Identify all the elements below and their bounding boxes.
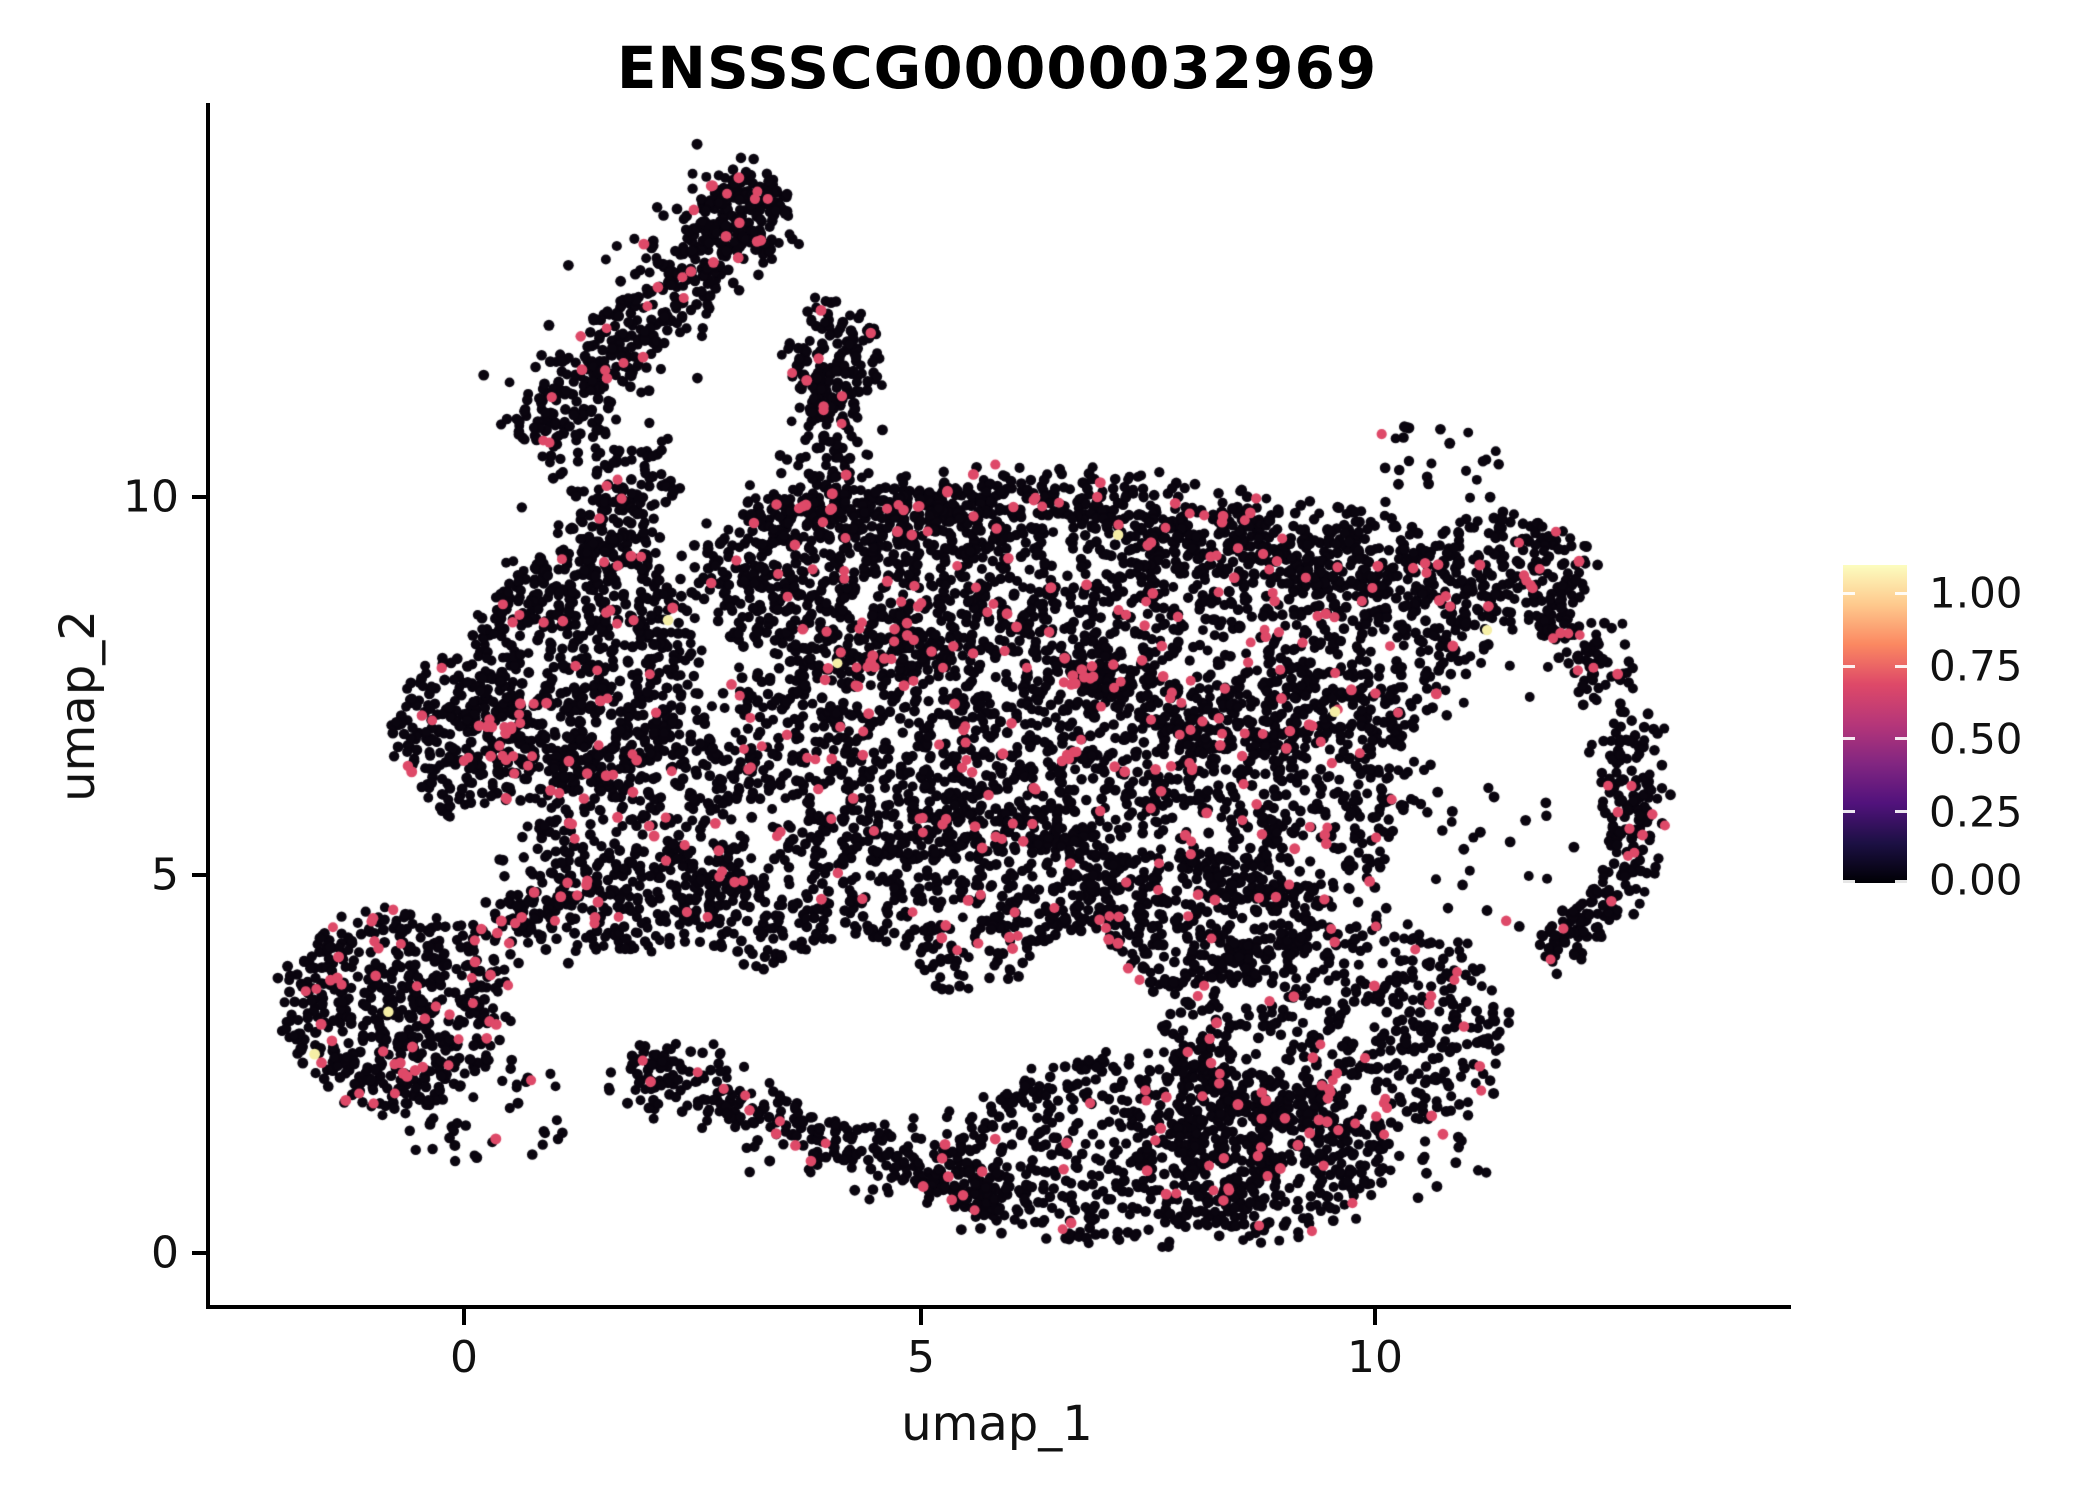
- colorbar-gradient: [1843, 565, 1907, 883]
- colorbar-label-1.00: 1.00: [1929, 568, 2023, 618]
- y-tick-0: [192, 1251, 208, 1255]
- y-tick-5: [192, 873, 208, 877]
- y-axis-title: umap_2: [50, 610, 106, 802]
- colorbar-tick-0.75-r: [1895, 665, 1907, 668]
- colorbar-tick-1.00-l: [1843, 592, 1855, 595]
- colorbar-label-0.00: 0.00: [1929, 855, 2023, 905]
- x-tick-0: [462, 1309, 466, 1325]
- colorbar-tick-0.75-l: [1843, 665, 1855, 668]
- x-axis-spine: [206, 1305, 1791, 1309]
- x-tick-label-10: 10: [1347, 1332, 1403, 1383]
- colorbar-tick-1.00-r: [1895, 592, 1907, 595]
- colorbar-tick-0.25-r: [1895, 810, 1907, 813]
- x-axis-title: umap_1: [901, 1396, 1093, 1452]
- colorbar-tick-0.50-l: [1843, 737, 1855, 740]
- colorbar-tick-0.00-l: [1843, 880, 1855, 883]
- x-tick-label-5: 5: [907, 1332, 935, 1383]
- colorbar-tick-0.00-r: [1895, 880, 1907, 883]
- colorbar-tick-0.25-l: [1843, 810, 1855, 813]
- y-tick-10: [192, 495, 208, 499]
- page-title: ENSSSCG00000032969: [616, 34, 1378, 102]
- y-tick-label-0: 0: [151, 1227, 179, 1279]
- colorbar-label-0.75: 0.75: [1929, 641, 2023, 691]
- x-tick-label-0: 0: [450, 1332, 478, 1383]
- colorbar-tick-0.50-r: [1895, 737, 1907, 740]
- y-axis-spine: [206, 103, 210, 1309]
- x-tick-10: [1373, 1309, 1377, 1325]
- colorbar-label-0.50: 0.50: [1929, 714, 2023, 764]
- x-tick-5: [919, 1309, 923, 1325]
- colorbar-label-0.25: 0.25: [1929, 787, 2023, 837]
- y-tick-label-5: 5: [151, 849, 179, 901]
- y-tick-label-10: 10: [123, 471, 179, 523]
